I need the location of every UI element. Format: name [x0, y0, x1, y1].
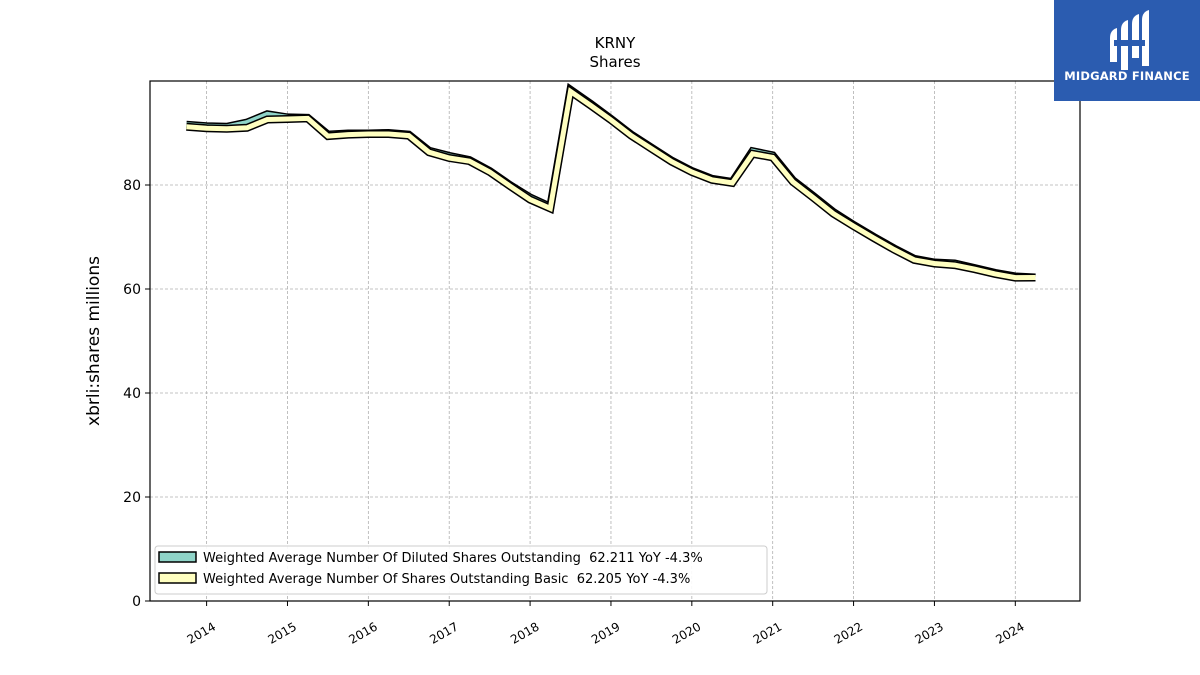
- y-tick-label: 80: [123, 178, 141, 194]
- y-axis-label: xbrli:shares millions: [84, 256, 104, 426]
- legend-label-2: Weighted Average Number Of Shares Outsta…: [203, 572, 690, 587]
- x-tick-label: 2016: [346, 619, 379, 646]
- x-tick-label: 2019: [589, 619, 622, 646]
- y-tick-label: 40: [123, 386, 141, 402]
- plot-frame: [149, 80, 1081, 602]
- y-tick-label: 20: [123, 490, 141, 506]
- x-tick-label: 2017: [427, 619, 460, 646]
- x-tick-label: 2015: [266, 619, 299, 646]
- legend: Weighted Average Number Of Diluted Share…: [154, 545, 768, 595]
- chart-title: KRNY: [595, 34, 636, 52]
- x-tick-label: 2018: [508, 619, 541, 646]
- x-tick-label: 2021: [751, 619, 784, 646]
- chart-subtitle: Shares: [589, 53, 640, 71]
- x-tick-label: 2022: [832, 619, 865, 646]
- x-tick-label: 2014: [185, 619, 218, 646]
- x-tick-label: 2024: [993, 619, 1026, 646]
- grid: [150, 81, 1080, 601]
- brand-name: MIDGARD FINANCE: [1064, 69, 1190, 83]
- x-tick-label: 2020: [670, 619, 703, 646]
- series-line-2: [186, 87, 1036, 281]
- legend-swatch-2: [158, 572, 197, 584]
- y-tick-label: 0: [132, 594, 141, 610]
- y-tick-label: 60: [123, 282, 141, 298]
- legend-box: [154, 545, 768, 595]
- legend-label-1: Weighted Average Number Of Diluted Share…: [203, 551, 703, 566]
- brand-logo: MIDGARD FINANCE: [1054, 0, 1200, 101]
- series-lines: [186, 82, 1036, 282]
- x-tick-label: 2023: [912, 619, 945, 646]
- logo-mark-icon: [1110, 10, 1149, 70]
- legend-swatch-1: [158, 551, 197, 563]
